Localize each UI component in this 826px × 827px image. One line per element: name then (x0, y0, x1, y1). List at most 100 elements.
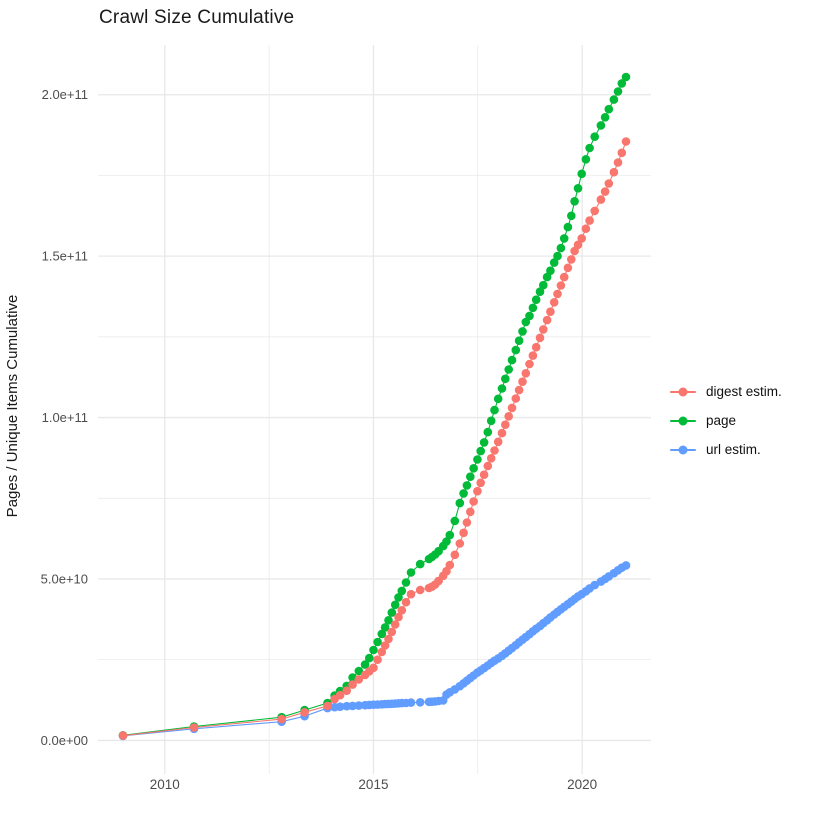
data-point-page (518, 327, 527, 336)
data-point-digest-estim- (613, 158, 623, 167)
data-point-page (397, 586, 407, 596)
data-point-digest-estim- (118, 731, 128, 740)
legend: digest estim. page url estim. (670, 377, 820, 464)
data-point-page (531, 295, 541, 305)
data-point-digest-estim- (483, 461, 493, 471)
data-point-page (490, 405, 499, 415)
data-point-page (604, 104, 614, 114)
data-point-digest-estim- (479, 470, 489, 480)
legend-label: page (706, 413, 737, 428)
data-point-page (479, 438, 489, 447)
data-point-digest-estim- (323, 701, 332, 711)
data-point-digest-estim- (342, 686, 352, 695)
data-point-digest-estim- (476, 478, 486, 488)
data-point-digest-estim- (528, 351, 538, 360)
chart-title: Crawl Size Cumulative (99, 7, 295, 28)
data-point-digest-estim- (373, 655, 382, 664)
legend-label: url estim. (706, 442, 761, 457)
data-point-page (369, 645, 378, 655)
y-tick-label: 2.0e+11 (42, 87, 88, 102)
data-point-page (406, 568, 416, 577)
data-point-digest-estim- (501, 420, 510, 430)
data-point-page (466, 472, 475, 482)
data-point-digest-estim- (415, 585, 425, 595)
legend-key-dot (678, 387, 688, 396)
data-point-page (469, 464, 478, 473)
data-point-digest-estim- (277, 714, 286, 724)
data-point-digest-estim- (609, 167, 619, 177)
data-point-page (401, 578, 411, 587)
data-point-digest-estim- (469, 497, 478, 506)
data-point-page (380, 623, 390, 632)
data-point-page (600, 113, 610, 122)
data-point-digest-estim- (563, 263, 573, 273)
data-point-digest-estim- (531, 342, 541, 352)
data-point-digest-estim- (380, 641, 390, 650)
data-point-page (459, 489, 468, 498)
data-point-digest-estim- (369, 663, 378, 673)
x-tick-label: 2010 (150, 777, 180, 792)
data-point-page (581, 155, 591, 164)
data-point-page (596, 121, 606, 130)
legend-item-digest-estim: digest estim. (670, 377, 820, 406)
data-point-digest-estim- (539, 325, 548, 334)
data-point-digest-estim- (604, 179, 614, 188)
data-point-digest-estim- (549, 298, 559, 307)
data-point-digest-estim- (559, 272, 569, 282)
data-point-digest-estim- (455, 539, 465, 548)
data-point-digest-estim- (486, 454, 496, 463)
data-point-page (387, 608, 397, 617)
data-point-url-estim- (348, 701, 357, 711)
data-point-page (373, 637, 382, 647)
data-point-digest-estim- (348, 680, 357, 689)
data-point-digest-estim- (462, 518, 472, 527)
data-point-page (553, 251, 562, 261)
data-point-digest-estim- (573, 240, 583, 250)
data-point-page (445, 530, 455, 540)
data-point-digest-estim- (596, 195, 606, 204)
data-point-digest-estim- (466, 507, 475, 517)
data-point-page (559, 234, 569, 243)
data-point-page (462, 481, 472, 490)
data-point-url-estim- (354, 701, 364, 710)
data-point-digest-estim- (600, 187, 610, 196)
data-point-page (365, 653, 374, 663)
data-point-page (577, 169, 586, 179)
data-point-page (528, 303, 538, 313)
data-point-digest-estim- (535, 333, 545, 343)
data-point-page (450, 516, 460, 526)
data-point-digest-estim- (514, 385, 524, 395)
data-point-page (563, 222, 573, 232)
data-point-digest-estim- (335, 690, 345, 700)
data-point-digest-estim- (621, 137, 631, 146)
data-point-digest-estim- (473, 486, 482, 496)
data-point-digest-estim- (567, 255, 576, 264)
data-point-page (442, 537, 451, 546)
data-point-page (573, 184, 583, 193)
data-point-url-estim- (621, 561, 631, 570)
data-point-page (535, 287, 545, 297)
legend-key-swatch (670, 441, 696, 459)
data-point-digest-estim- (459, 528, 468, 538)
data-point-page (455, 498, 465, 508)
data-point-page (486, 416, 496, 426)
data-point-page (585, 143, 594, 153)
data-point-page (384, 616, 393, 625)
data-point-digest-estim- (553, 289, 562, 299)
legend-key-swatch (670, 412, 696, 430)
legend-label: digest estim. (706, 384, 782, 399)
data-point-digest-estim- (511, 394, 521, 403)
data-point-digest-estim- (497, 428, 507, 438)
data-point-digest-estim- (390, 620, 400, 629)
data-point-page (476, 446, 486, 456)
data-point-digest-estim- (521, 369, 531, 378)
data-point-page (511, 345, 521, 355)
data-point-digest-estim- (546, 307, 555, 317)
data-point-digest-estim- (397, 606, 407, 615)
data-point-page (501, 374, 510, 384)
data-point-page (621, 72, 631, 82)
x-tick-label: 2020 (567, 777, 597, 792)
data-point-page (473, 455, 482, 464)
